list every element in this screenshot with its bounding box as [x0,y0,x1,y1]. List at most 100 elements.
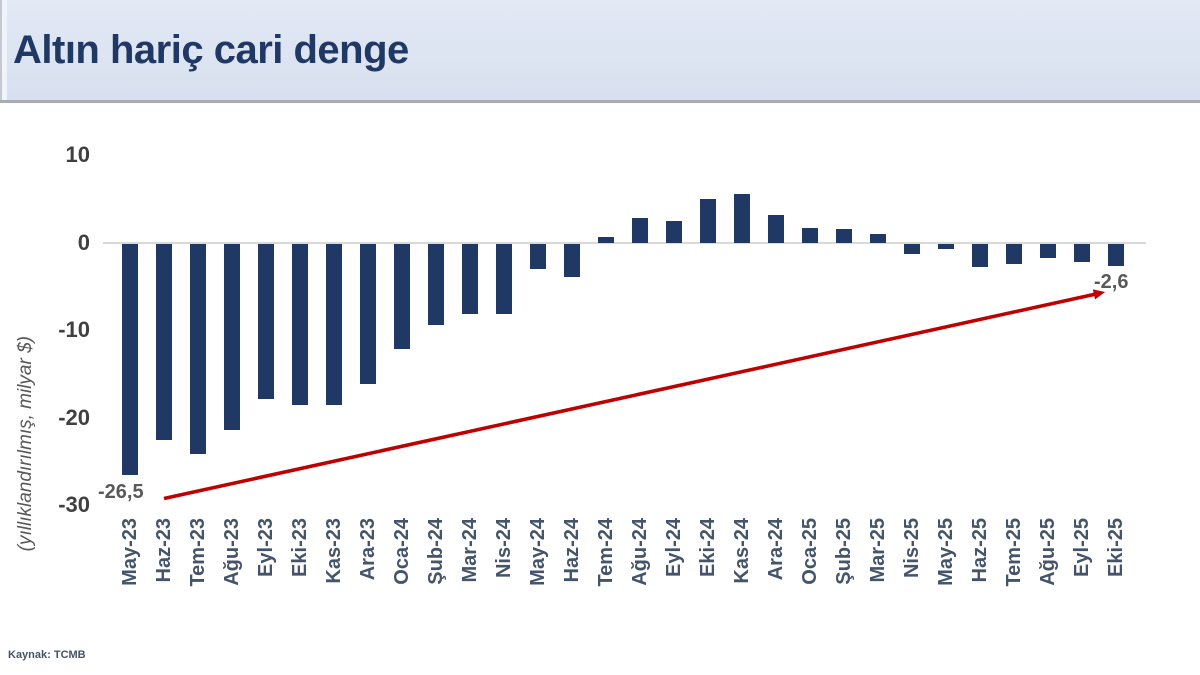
annotation-end-value: -2,6 [1094,271,1129,293]
slide-header: Altın hariç cari denge [0,0,1200,103]
xlabel-Mar-24: Mar-24 [459,518,481,587]
xlabel-text: Ağu-23 [220,518,243,586]
bar-Oca-25 [801,227,818,243]
xlabel-text: Ağu-25 [1036,518,1059,586]
bar-Ağu-24 [631,218,648,243]
xlabel-Eyl-24: Eyl-24 [663,518,685,582]
xlabel-May-23: May-23 [119,518,141,591]
bar-Eki-23 [291,243,308,406]
bar-Haz-24 [563,243,580,277]
xlabel-Eki-25: Eki-25 [1105,518,1127,582]
xlabel-Oca-25: Oca-25 [799,518,821,590]
xlabel-text: Haz-23 [152,518,175,583]
bar-Eki-24 [699,198,716,243]
bar-Tem-24 [597,237,614,243]
bar-Mar-24 [461,243,478,314]
xlabel-text: Ara-24 [764,518,787,581]
ytick-0: 0 [77,229,90,255]
xlabel-Eki-24: Eki-24 [697,518,719,582]
xlabel-Mar-25: Mar-25 [867,518,889,587]
xlabel-Haz-24: Haz-24 [561,518,583,587]
annotation-start-value: -26,5 [98,481,144,503]
xlabel-Haz-25: Haz-25 [969,518,991,587]
bar-Eyl-24 [665,220,682,243]
ytick--10: -10 [58,317,90,342]
xlabel-text: Oca-25 [798,518,821,585]
bar-Eki-25 [1107,243,1124,267]
xlabel-May-25: May-25 [935,518,957,591]
xlabel-text: May-25 [934,518,957,586]
xlabel-text: Eki-25 [1104,518,1127,577]
bar-Eyl-25 [1073,243,1090,262]
xlabel-text: Şub-24 [424,518,447,585]
xlabel-text: Eyl-23 [254,518,277,577]
xlabel-text: Oca-24 [390,518,413,585]
xlabel-Ara-24: Ara-24 [765,518,787,585]
xlabel-Kas-24: Kas-24 [731,518,753,589]
xlabel-text: Haz-25 [968,518,991,583]
xlabel-text: Şub-25 [832,518,855,585]
bar-Ara-24 [767,214,784,243]
bar-Nis-25 [903,243,920,254]
bar-May-25 [937,243,954,249]
xlabel-text: May-23 [118,518,141,586]
xlabel-text: Tem-23 [186,518,209,587]
bar-Ara-23 [359,243,376,384]
xlabel-text: Tem-24 [594,518,617,587]
y-axis-title: (yıllıklandırılmış, milyar $) [14,336,38,556]
bar-Tem-23 [189,243,206,454]
bar-Şub-25 [835,229,852,243]
xlabel-text: Eki-23 [288,518,311,577]
xlabel-May-24: May-24 [527,518,549,591]
bar-Haz-25 [971,243,988,268]
xlabel-text: Ağu-24 [628,518,651,586]
bar-May-23 [121,243,138,476]
bar-Şub-24 [427,243,444,325]
xlabel-Tem-23: Tem-23 [187,518,209,592]
xlabel-Tem-25: Tem-25 [1003,518,1025,592]
xlabel-Ağu-24: Ağu-24 [629,518,651,591]
xlabel-Oca-24: Oca-24 [391,518,413,590]
bar-Haz-23 [155,243,172,441]
bar-Ağu-23 [223,243,240,430]
xlabel-Nis-25: Nis-25 [901,518,923,583]
header-left-edge-light [2,0,7,100]
xlabel-text: Haz-24 [560,518,583,583]
xlabel-Ara-23: Ara-23 [357,518,379,585]
ytick--30: -30 [58,492,90,517]
bar-Kas-23 [325,243,342,406]
y-axis-title-text: (yıllıklandırılmış, milyar $) [15,336,36,552]
bar-Mar-25 [869,233,886,243]
xlabel-text: Eyl-25 [1070,518,1093,577]
bar-Oca-24 [393,243,410,349]
chart-area: (yıllıklandırılmış, milyar $) 10 0 -10 -20 -… [0,103,1200,675]
xlabel-Eyl-23: Eyl-23 [255,518,277,582]
xlabel-text: Kas-24 [730,518,753,584]
source-note: Kaynak: TCMB [8,649,86,661]
xlabel-Nis-24: Nis-24 [493,518,515,583]
bar-Tem-25 [1005,243,1022,264]
xlabel-text: Nis-25 [900,518,923,579]
xlabel-Eki-23: Eki-23 [289,518,311,582]
xlabel-Ağu-23: Ağu-23 [221,518,243,591]
xlabel-Şub-24: Şub-24 [425,518,447,590]
bar-May-24 [529,243,546,269]
xlabel-Kas-23: Kas-23 [323,518,345,589]
xlabel-text: Mar-24 [458,518,481,583]
xlabel-text: Ara-23 [356,518,379,581]
header-left-edge-dark [0,0,2,100]
page-title: Altın hariç cari denge [13,27,409,72]
xlabel-text: May-24 [526,518,549,586]
xlabel-Haz-23: Haz-23 [153,518,175,587]
xlabel-Ağu-25: Ağu-25 [1037,518,1059,591]
bar-Kas-24 [733,194,750,243]
xlabel-text: Tem-25 [1002,518,1025,587]
bar-Nis-24 [495,243,512,314]
xlabel-text: Mar-25 [866,518,889,583]
xlabel-Şub-25: Şub-25 [833,518,855,590]
xlabel-Eyl-25: Eyl-25 [1071,518,1093,582]
ytick-10: 10 [65,142,90,167]
bar-Ağu-25 [1039,243,1056,259]
xlabel-text: Nis-24 [492,518,515,579]
zero-gridline [103,242,1146,244]
